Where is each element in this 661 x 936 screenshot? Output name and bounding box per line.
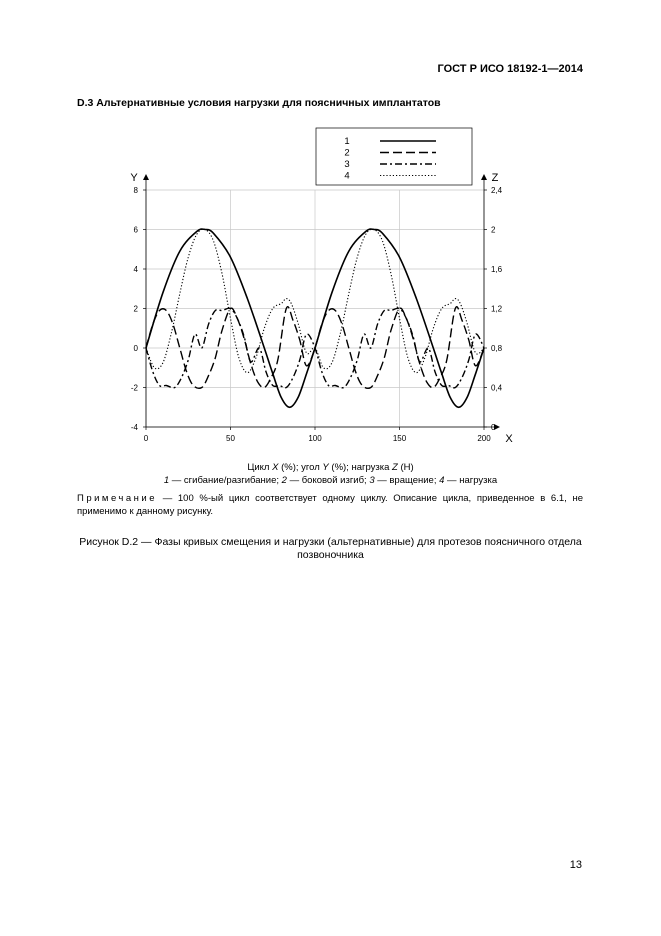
standard-id: ГОСТ Р ИСО 18192-1—2014 bbox=[437, 63, 583, 75]
y-tick-label: 0 bbox=[134, 344, 139, 353]
z-tick-label: 0,8 bbox=[491, 344, 503, 353]
legend-caption-part: — нагрузка bbox=[444, 475, 498, 486]
figure-chart: -4 -2 0 2 4 6 8 0 0,4 0,8 1,2 1,6 2 2,4 0 50 100 150 200 Y Z… bbox=[130, 127, 513, 445]
legend-caption-part: 3 bbox=[369, 475, 375, 486]
x-tick-label: 200 bbox=[477, 434, 491, 443]
legend-label: 2 bbox=[344, 148, 349, 159]
legend-caption-part: 4 bbox=[439, 475, 445, 486]
y-tick-label: 6 bbox=[134, 226, 139, 235]
legend-caption-part: — вращение; bbox=[374, 475, 440, 486]
axis-caption: Цикл X (%); угол Y (%); нагрузка Z (Н) bbox=[0, 462, 661, 473]
axis-caption-part: (%); угол bbox=[278, 462, 323, 473]
legend-label: 3 bbox=[344, 159, 349, 170]
x-tick-label: 50 bbox=[226, 434, 235, 443]
z-tick-label: 0,4 bbox=[491, 384, 503, 393]
z-tick-label: 2 bbox=[491, 226, 496, 235]
x-axis-label: X bbox=[505, 433, 513, 445]
x-axis-arrow bbox=[494, 424, 500, 430]
x-tick-label: 100 bbox=[308, 434, 322, 443]
note-heading: Примечание bbox=[77, 493, 157, 504]
y-tick-label: 2 bbox=[134, 305, 139, 314]
x-tick-label: 0 bbox=[144, 434, 149, 443]
legend-caption-part: — боковой изгиб; bbox=[286, 475, 370, 486]
z-tick-label: 2,4 bbox=[491, 186, 503, 195]
page-number: 13 bbox=[569, 859, 582, 871]
note-text: — 100 %-ый цикл соответствует одному цик… bbox=[77, 493, 583, 517]
legend-label: 4 bbox=[344, 171, 349, 182]
axis-caption-part: (Н) bbox=[397, 462, 414, 473]
y-tick-label: 4 bbox=[134, 265, 139, 274]
x-tick-label: 150 bbox=[393, 434, 407, 443]
legend-caption: 1 — сгибание/разгибание; 2 — боковой изг… bbox=[0, 475, 661, 486]
figure-caption: Рисунок D.2 — Фазы кривых смещения и наг… bbox=[79, 536, 582, 561]
z-tick-label: 1,2 bbox=[491, 305, 503, 314]
section-title: D.3 Альтернативные условия нагрузки для … bbox=[77, 97, 441, 109]
z-tick-label: 1,6 bbox=[491, 265, 503, 274]
y-tick-label: -2 bbox=[131, 384, 139, 393]
y-axis-arrow bbox=[143, 174, 149, 180]
legend-label: 1 bbox=[344, 136, 349, 147]
axis-caption-part: X bbox=[272, 462, 279, 473]
note: Примечание — 100 %-ый цикл соответствует… bbox=[77, 492, 583, 518]
y-tick-label: 8 bbox=[134, 186, 139, 195]
y-axis-label: Y bbox=[130, 172, 138, 184]
z-axis-label: Z bbox=[492, 172, 499, 184]
z-axis-arrow bbox=[481, 174, 487, 180]
legend-box bbox=[315, 127, 473, 186]
series-2-line bbox=[145, 306, 485, 389]
legend-caption-part: 1 bbox=[163, 475, 170, 486]
axis-caption-part: Y bbox=[322, 462, 329, 473]
series-4-line bbox=[145, 228, 485, 374]
y-tick-label: -4 bbox=[131, 423, 139, 432]
axis-caption-part: (%); нагрузка bbox=[328, 462, 393, 473]
axis-caption-part: Z bbox=[392, 462, 398, 473]
axis-caption-part: Цикл bbox=[247, 462, 273, 473]
legend-caption-part: 2 bbox=[281, 475, 287, 486]
z-tick-label: 0 bbox=[491, 423, 496, 432]
legend-caption-part: — сгибание/разгибание; bbox=[169, 475, 282, 486]
